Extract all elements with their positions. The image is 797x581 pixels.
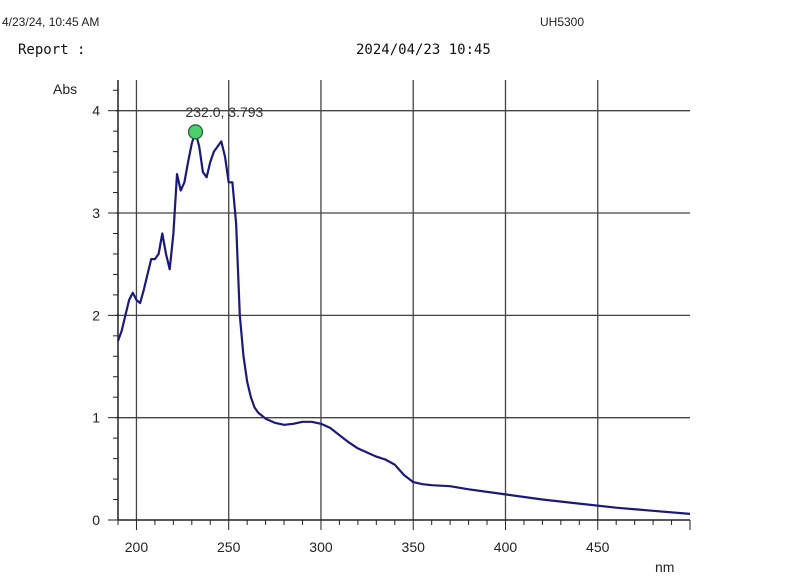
- report-datetime: 2024/04/23 10:45: [356, 42, 491, 58]
- x-tick-label: 250: [217, 539, 241, 555]
- y-tick-label: 3: [92, 205, 100, 221]
- report-label: Report :: [18, 42, 86, 58]
- y-tick-label: 2: [92, 307, 100, 323]
- peak-annotation: 232.0, 3.793: [185, 104, 264, 140]
- series: [116, 130, 691, 515]
- x-tick-label: 400: [494, 539, 518, 555]
- x-tick-label: 300: [309, 539, 333, 555]
- absorbance-series-line: [116, 130, 691, 515]
- y-tick-label: 0: [92, 512, 100, 528]
- x-tick-label: 350: [402, 539, 426, 555]
- x-tick-label: 200: [125, 539, 149, 555]
- y-tick-label: 4: [92, 103, 100, 119]
- x-axis-label: nm: [655, 559, 674, 575]
- tick-labels: 0 1 2 3 4 200 250 300 350 400 450: [92, 103, 609, 555]
- grid-lines: [116, 80, 690, 520]
- instrument-model: UH5300: [540, 15, 585, 29]
- axes: [117, 80, 690, 521]
- peak-marker: [187, 124, 204, 140]
- x-tick-label: 450: [586, 539, 610, 555]
- y-axis-label: Abs: [53, 81, 77, 97]
- peak-label: 232.0, 3.793: [185, 104, 263, 120]
- ticks: [108, 89, 691, 530]
- print-timestamp: 4/23/24, 10:45 AM: [2, 15, 100, 29]
- y-tick-label: 1: [92, 410, 100, 426]
